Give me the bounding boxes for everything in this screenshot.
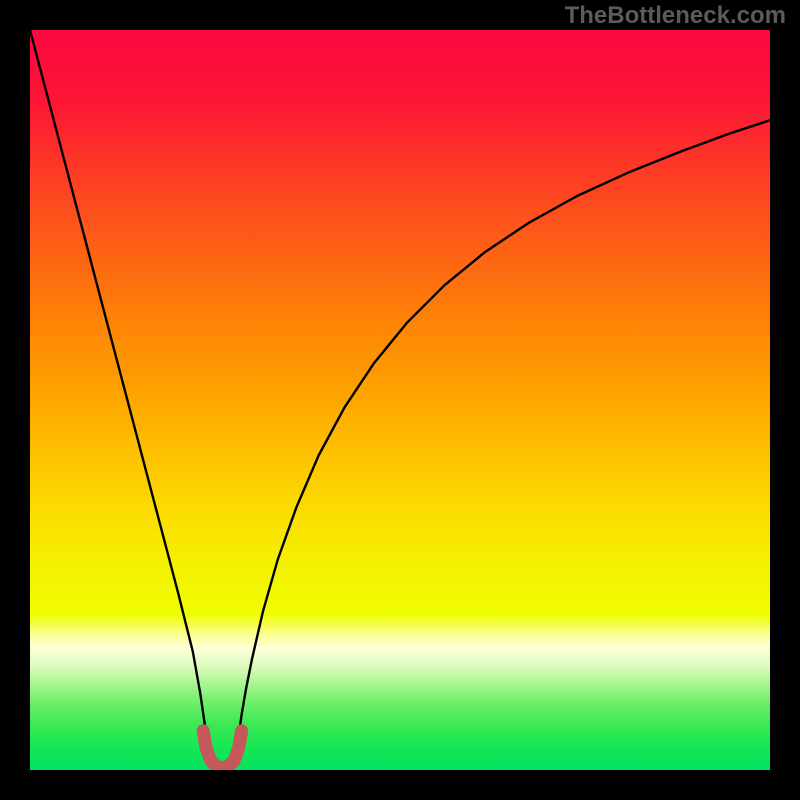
stage: TheBottleneck.com [0,0,800,800]
plot-area [30,30,770,770]
plot-background [30,30,770,770]
plot-svg [30,30,770,770]
watermark-text: TheBottleneck.com [565,2,786,30]
